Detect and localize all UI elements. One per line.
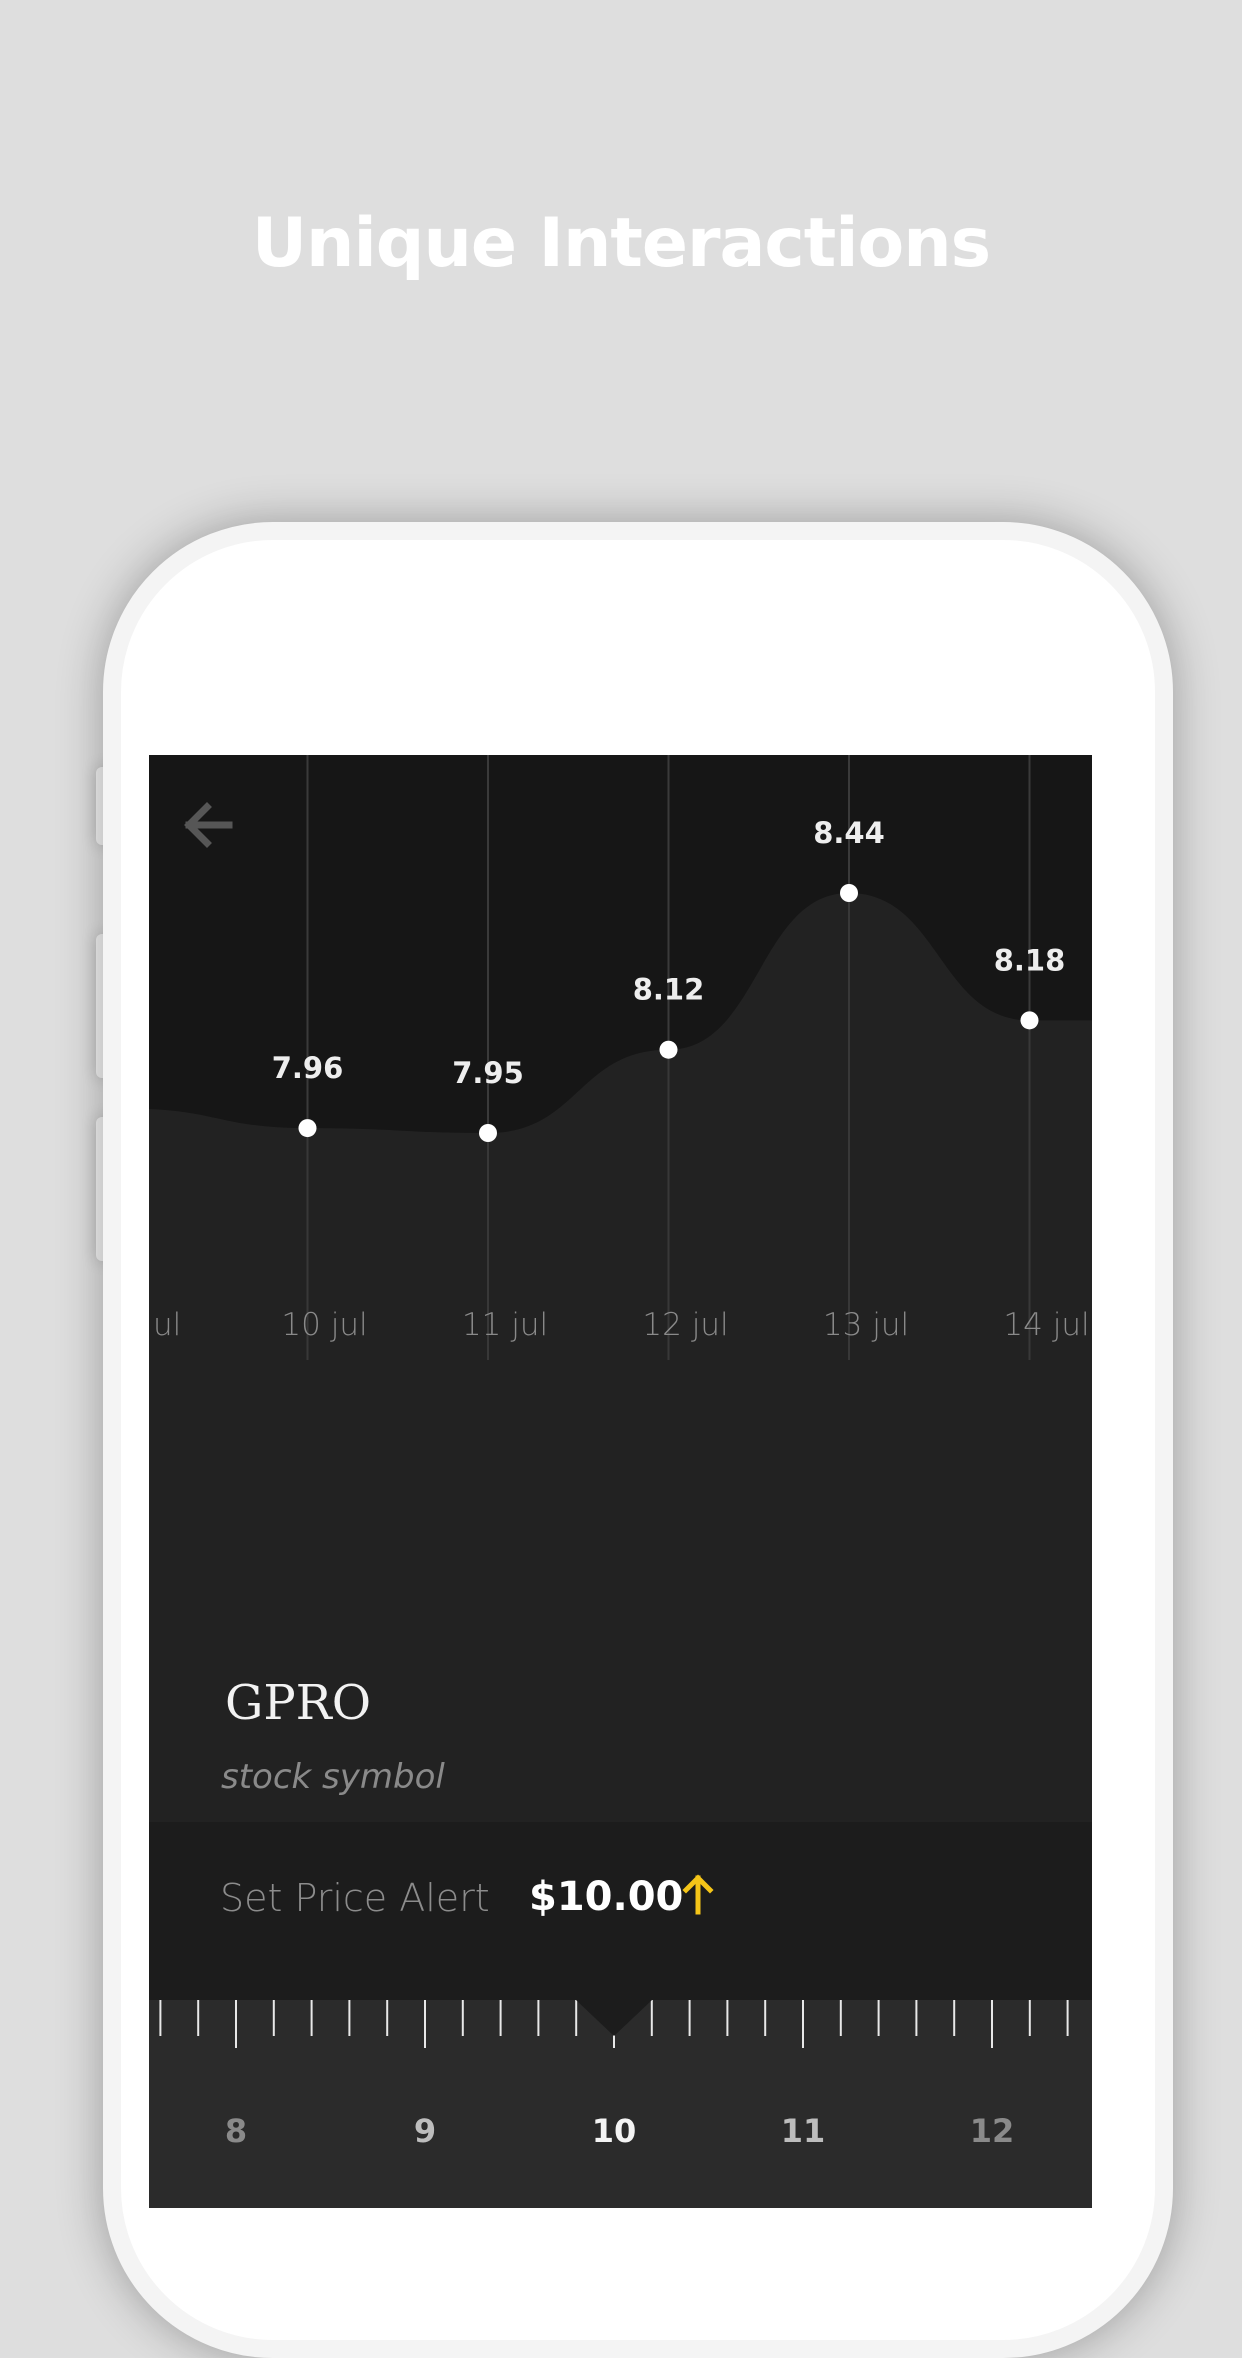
arrow-up-icon[interactable]	[681, 1872, 715, 1916]
ruler-label: 9	[414, 2112, 436, 2150]
back-button[interactable]	[179, 795, 239, 855]
chart-x-tick-label: 10 jul	[281, 1307, 367, 1343]
price-alert-bar	[149, 1822, 1092, 2000]
chart-x-tick-label: 14 jul	[1003, 1307, 1089, 1343]
chart-x-tick-label: 13 jul	[823, 1307, 909, 1343]
chart-data-point	[479, 1124, 497, 1142]
price-ruler-slider[interactable]: 8 9 10 11 12	[149, 2000, 1092, 2208]
stock-symbol-caption: stock symbol	[221, 1757, 445, 1797]
chart-data-label: 8.18	[994, 943, 1066, 977]
chart-data-label: 7.96	[272, 1051, 344, 1085]
chart-data-label: 7.95	[452, 1056, 524, 1090]
chart-data-point	[1020, 1011, 1039, 1030]
stock-symbol: GPRO	[225, 1675, 372, 1731]
headline: Unique Interactions	[251, 204, 991, 283]
chart-data-label: 8.12	[633, 973, 705, 1007]
chart-x-tick-label: ul	[153, 1307, 181, 1343]
price-ruler-svg: 8 9 10 11 12	[159, 2000, 1069, 2150]
chart-data-point	[298, 1119, 317, 1138]
chart-x-tick-label: 11 jul	[462, 1307, 548, 1343]
ruler-label: 8	[225, 2112, 247, 2150]
chart-area-series	[149, 893, 1092, 1360]
chart-data-point	[840, 884, 858, 902]
ruler-label: 12	[970, 2112, 1015, 2150]
arrow-left-icon	[184, 802, 233, 848]
ruler-pointer	[576, 2000, 652, 2036]
chart-x-tick-label: 12 jul	[642, 1307, 728, 1343]
chart-data-point	[659, 1040, 678, 1059]
chart-data-label: 8.44	[813, 816, 885, 850]
ruler-label: 11	[781, 2112, 826, 2150]
stock-info-panel	[149, 1360, 1092, 1827]
set-price-alert-label[interactable]: Set Price Alert	[220, 1876, 490, 1920]
ruler-label: 10	[592, 2112, 637, 2150]
price-alert-value[interactable]: $10.00	[529, 1874, 684, 1920]
